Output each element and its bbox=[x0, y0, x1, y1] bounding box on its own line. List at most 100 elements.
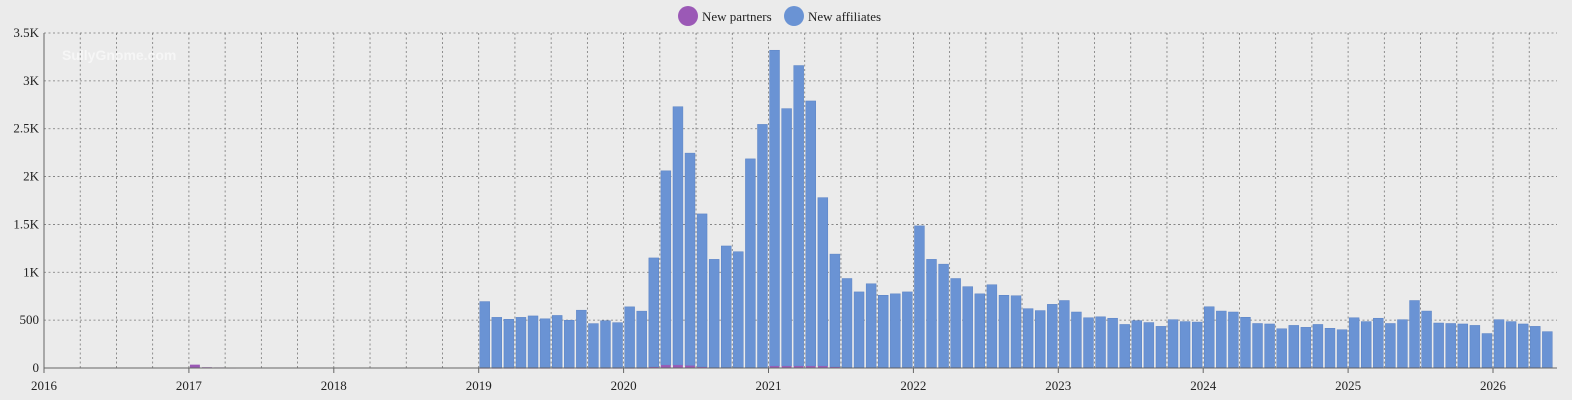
bar-new-affiliates[interactable] bbox=[805, 100, 816, 367]
bar-new-affiliates[interactable] bbox=[576, 309, 587, 368]
bar-new-affiliates[interactable] bbox=[551, 315, 563, 368]
bar-new-affiliates[interactable] bbox=[1288, 325, 1299, 368]
bar-new-affiliates[interactable] bbox=[829, 253, 841, 368]
bar-new-affiliates[interactable] bbox=[1240, 317, 1251, 368]
bar-new-affiliates[interactable] bbox=[636, 310, 647, 368]
bar-new-affiliates[interactable] bbox=[672, 106, 684, 366]
bar-new-affiliates[interactable] bbox=[853, 291, 865, 368]
bar-new-affiliates[interactable] bbox=[479, 301, 490, 368]
bar-new-affiliates[interactable] bbox=[817, 197, 829, 367]
bar-new-affiliates[interactable] bbox=[769, 49, 780, 367]
bar-new-affiliates[interactable] bbox=[696, 213, 708, 368]
bar-new-affiliates[interactable] bbox=[624, 306, 635, 368]
bar-new-affiliates[interactable] bbox=[588, 323, 599, 368]
bar-new-affiliates[interactable] bbox=[539, 318, 551, 368]
bar-new-affiliates[interactable] bbox=[600, 320, 611, 368]
bar-new-affiliates[interactable] bbox=[1107, 317, 1118, 368]
bar-new-affiliates[interactable] bbox=[1119, 324, 1130, 368]
legend-affiliates-marker[interactable] bbox=[784, 6, 804, 26]
bar-new-affiliates[interactable] bbox=[878, 295, 889, 368]
bar-new-affiliates[interactable] bbox=[1143, 322, 1155, 368]
bar-new-affiliates[interactable] bbox=[1191, 321, 1203, 368]
bar-new-affiliates[interactable] bbox=[1022, 308, 1034, 368]
bar-new-affiliates[interactable] bbox=[708, 259, 720, 368]
bar-new-affiliates[interactable] bbox=[1179, 321, 1191, 368]
bar-new-affiliates[interactable] bbox=[1517, 323, 1529, 368]
bar-new-partners[interactable] bbox=[685, 365, 695, 368]
bar-new-affiliates[interactable] bbox=[1445, 323, 1456, 368]
bar-new-affiliates[interactable] bbox=[503, 319, 515, 368]
bar-new-affiliates[interactable] bbox=[1469, 325, 1481, 368]
bar-new-affiliates[interactable] bbox=[1336, 329, 1348, 368]
bar-new-partners[interactable] bbox=[769, 366, 780, 368]
bar-new-affiliates[interactable] bbox=[1373, 317, 1384, 368]
bar-new-affiliates[interactable] bbox=[1252, 323, 1263, 368]
bar-new-affiliates[interactable] bbox=[1542, 331, 1553, 369]
bar-new-affiliates[interactable] bbox=[1493, 319, 1505, 368]
bar-new-affiliates[interactable] bbox=[660, 170, 672, 366]
bar-new-affiliates[interactable] bbox=[612, 322, 623, 368]
bar-new-affiliates[interactable] bbox=[1010, 295, 1022, 368]
bar-new-affiliates[interactable] bbox=[1530, 326, 1541, 368]
bar-new-affiliates[interactable] bbox=[890, 293, 901, 368]
bar-new-affiliates[interactable] bbox=[1505, 321, 1517, 368]
bar-new-affiliates[interactable] bbox=[950, 278, 961, 368]
bar-new-affiliates[interactable] bbox=[527, 315, 539, 368]
bar-new-affiliates[interactable] bbox=[1324, 328, 1336, 368]
bar-new-affiliates[interactable] bbox=[1421, 310, 1432, 368]
bar-new-affiliates[interactable] bbox=[986, 284, 998, 368]
bar-new-affiliates[interactable] bbox=[1348, 317, 1360, 368]
bar-new-affiliates[interactable] bbox=[757, 124, 768, 368]
bar-new-affiliates[interactable] bbox=[781, 108, 792, 367]
bar-new-affiliates[interactable] bbox=[1059, 300, 1070, 368]
bar-new-affiliates[interactable] bbox=[1216, 310, 1227, 368]
bar-new-affiliates[interactable] bbox=[1155, 326, 1167, 368]
bar-new-affiliates[interactable] bbox=[564, 319, 575, 368]
bar-new-affiliates[interactable] bbox=[721, 245, 732, 368]
bar-new-affiliates[interactable] bbox=[962, 286, 973, 368]
bar-new-affiliates[interactable] bbox=[1095, 316, 1106, 368]
bar-new-affiliates[interactable] bbox=[998, 295, 1010, 368]
bar-new-partners[interactable] bbox=[805, 366, 816, 368]
bar-new-affiliates[interactable] bbox=[684, 152, 696, 366]
bar-new-affiliates[interactable] bbox=[1131, 320, 1142, 368]
bar-new-affiliates[interactable] bbox=[841, 278, 853, 368]
bar-new-affiliates[interactable] bbox=[1300, 327, 1312, 368]
bar-new-partners[interactable] bbox=[793, 366, 804, 368]
legend-partners-label[interactable]: New partners bbox=[702, 9, 772, 24]
bar-new-partners[interactable] bbox=[672, 365, 683, 368]
bar-new-affiliates[interactable] bbox=[938, 263, 949, 368]
bar-new-affiliates[interactable] bbox=[1457, 323, 1469, 368]
bar-new-affiliates[interactable] bbox=[865, 283, 877, 368]
bar-new-affiliates[interactable] bbox=[1361, 321, 1372, 368]
bar-new-affiliates[interactable] bbox=[1312, 324, 1324, 368]
bar-new-partners[interactable] bbox=[781, 366, 792, 368]
legend-affiliates-label[interactable]: New affiliates bbox=[808, 9, 881, 24]
bar-new-affiliates[interactable] bbox=[1481, 333, 1493, 368]
bar-new-affiliates[interactable] bbox=[1228, 311, 1239, 368]
bar-new-affiliates[interactable] bbox=[648, 257, 659, 368]
bar-new-affiliates[interactable] bbox=[515, 317, 527, 368]
bar-new-affiliates[interactable] bbox=[1204, 306, 1215, 368]
bar-new-affiliates[interactable] bbox=[1083, 317, 1094, 368]
bar-new-affiliates[interactable] bbox=[1276, 328, 1287, 368]
legend-partners-marker[interactable] bbox=[678, 6, 698, 26]
bar-new-affiliates[interactable] bbox=[1071, 311, 1082, 368]
bar-new-affiliates[interactable] bbox=[1385, 323, 1396, 368]
bar-new-affiliates[interactable] bbox=[902, 291, 913, 368]
bar-new-affiliates[interactable] bbox=[1047, 304, 1058, 368]
bar-new-affiliates[interactable] bbox=[1397, 319, 1408, 368]
bar-new-affiliates[interactable] bbox=[974, 293, 986, 368]
bar-new-affiliates[interactable] bbox=[491, 317, 503, 368]
bar-new-affiliates[interactable] bbox=[1433, 322, 1444, 368]
bar-new-partners[interactable] bbox=[660, 365, 671, 368]
bar-new-affiliates[interactable] bbox=[1264, 323, 1275, 368]
bar-new-affiliates[interactable] bbox=[1409, 300, 1420, 368]
bar-new-affiliates[interactable] bbox=[1034, 310, 1046, 368]
bar-new-affiliates[interactable] bbox=[733, 251, 744, 368]
bar-new-affiliates[interactable] bbox=[914, 225, 925, 368]
bar-new-partners[interactable] bbox=[189, 364, 200, 368]
bar-new-affiliates[interactable] bbox=[1167, 319, 1179, 368]
bar-new-affiliates[interactable] bbox=[793, 65, 804, 367]
bar-new-affiliates[interactable] bbox=[926, 259, 937, 368]
